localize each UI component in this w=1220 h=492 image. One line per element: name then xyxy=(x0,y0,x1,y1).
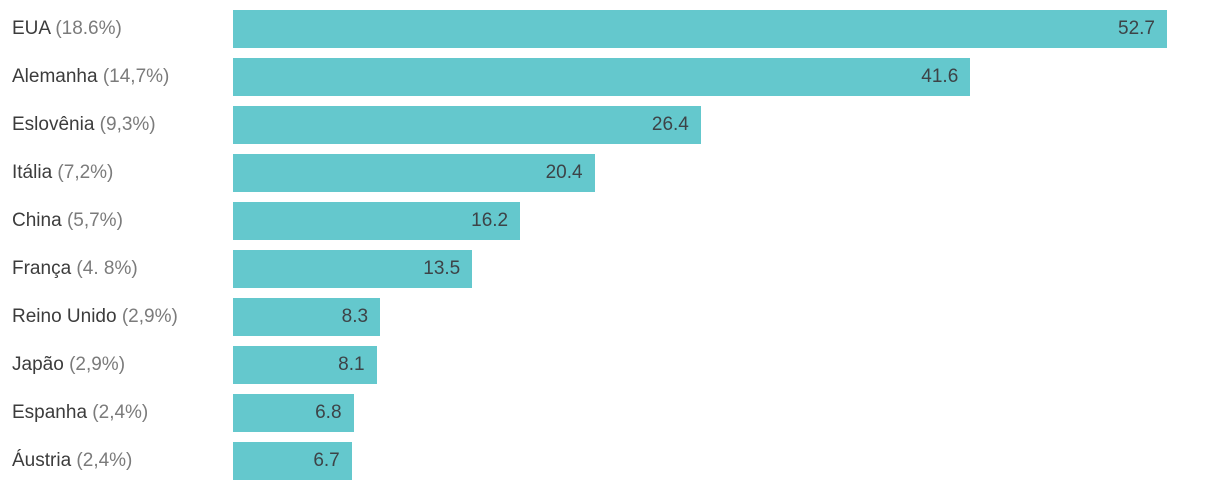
category-label: Alemanha (14,7%) xyxy=(0,65,233,88)
bar-track: 8.3 xyxy=(233,298,1167,336)
bar: 6.8 xyxy=(233,394,354,432)
bar: 20.4 xyxy=(233,154,595,192)
bar-value-label: 16.2 xyxy=(471,210,509,231)
bar-value-label: 26.4 xyxy=(651,114,689,135)
category-label: Japão (2,9%) xyxy=(0,353,233,376)
bar: 6.7 xyxy=(233,442,352,480)
country-name: EUA xyxy=(12,17,51,39)
bar-track: 41.6 xyxy=(233,58,1167,96)
country-share: (4. 8%) xyxy=(76,257,138,279)
category-label: Itália (7,2%) xyxy=(0,161,233,184)
bar-value-label: 52.7 xyxy=(1118,18,1155,39)
country-share: (18.6%) xyxy=(55,17,122,39)
bar-row: Reino Unido (2,9%) 8.3 xyxy=(0,293,1220,341)
bar: 16.2 xyxy=(233,202,521,240)
country-name: Eslovênia xyxy=(12,113,95,135)
bar: 26.4 xyxy=(233,106,701,144)
country-name: Itália xyxy=(12,161,53,183)
bar-track: 52.7 xyxy=(233,10,1167,48)
bar-value-label: 20.4 xyxy=(545,162,583,183)
country-name: Áustria xyxy=(12,449,72,471)
bar-value-label: 8.1 xyxy=(338,354,365,375)
country-name: Espanha xyxy=(12,401,88,423)
bar-value-label: 6.8 xyxy=(315,402,342,423)
bar: 8.1 xyxy=(233,346,377,384)
category-label: Espanha (2,4%) xyxy=(0,401,233,424)
bar-row: Espanha (2,4%) 6.8 xyxy=(0,389,1220,437)
category-label: França (4. 8%) xyxy=(0,257,233,280)
bar: 41.6 xyxy=(233,58,971,96)
bar-row: França (4. 8%) 13.5 xyxy=(0,245,1220,293)
bar-value-label: 13.5 xyxy=(423,258,461,279)
category-label: China (5,7%) xyxy=(0,209,233,232)
bar-value-label: 8.3 xyxy=(341,306,369,327)
bar-row: China (5,7%) 16.2 xyxy=(0,197,1220,245)
country-name: Alemanha xyxy=(12,65,98,87)
bar-row: EUA (18.6%) 52.7 xyxy=(0,5,1220,53)
country-share: (2,4%) xyxy=(76,449,133,471)
bar-row: Itália (7,2%) 20.4 xyxy=(0,149,1220,197)
bar-track: 8.1 xyxy=(233,346,1167,384)
country-share: (2,9%) xyxy=(121,305,178,327)
bar-track: 20.4 xyxy=(233,154,1167,192)
category-label: Reino Unido (2,9%) xyxy=(0,305,233,328)
country-share: (5,7%) xyxy=(66,209,123,231)
bar: 13.5 xyxy=(233,250,473,288)
bar-track: 13.5 xyxy=(233,250,1167,288)
country-name: Japão xyxy=(12,353,64,375)
category-label: Áustria (2,4%) xyxy=(0,449,233,472)
category-label: EUA (18.6%) xyxy=(0,17,233,40)
bar-track: 6.7 xyxy=(233,442,1167,480)
country-share: (14,7%) xyxy=(102,65,170,87)
category-label: Eslovênia (9,3%) xyxy=(0,113,233,136)
country-share: (2,4%) xyxy=(92,401,149,423)
country-share: (9,3%) xyxy=(99,113,156,135)
bar-track: 16.2 xyxy=(233,202,1167,240)
bar-track: 6.8 xyxy=(233,394,1167,432)
country-name: Reino Unido xyxy=(12,305,117,327)
bar-row: Eslovênia (9,3%) 26.4 xyxy=(0,101,1220,149)
bar-track: 26.4 xyxy=(233,106,1167,144)
country-name: França xyxy=(12,257,72,279)
bar-row: Áustria (2,4%) 6.7 xyxy=(0,437,1220,485)
bar: 52.7 xyxy=(233,10,1167,48)
bar-value-label: 6.7 xyxy=(313,450,340,471)
bar: 8.3 xyxy=(233,298,381,336)
bar-row: Japão (2,9%) 8.1 xyxy=(0,341,1220,389)
bar-row: Alemanha (14,7%) 41.6 xyxy=(0,53,1220,101)
country-share: (2,9%) xyxy=(69,353,126,375)
country-name: China xyxy=(12,209,62,231)
country-share: (7,2%) xyxy=(57,161,114,183)
bar-value-label: 41.6 xyxy=(921,66,959,87)
